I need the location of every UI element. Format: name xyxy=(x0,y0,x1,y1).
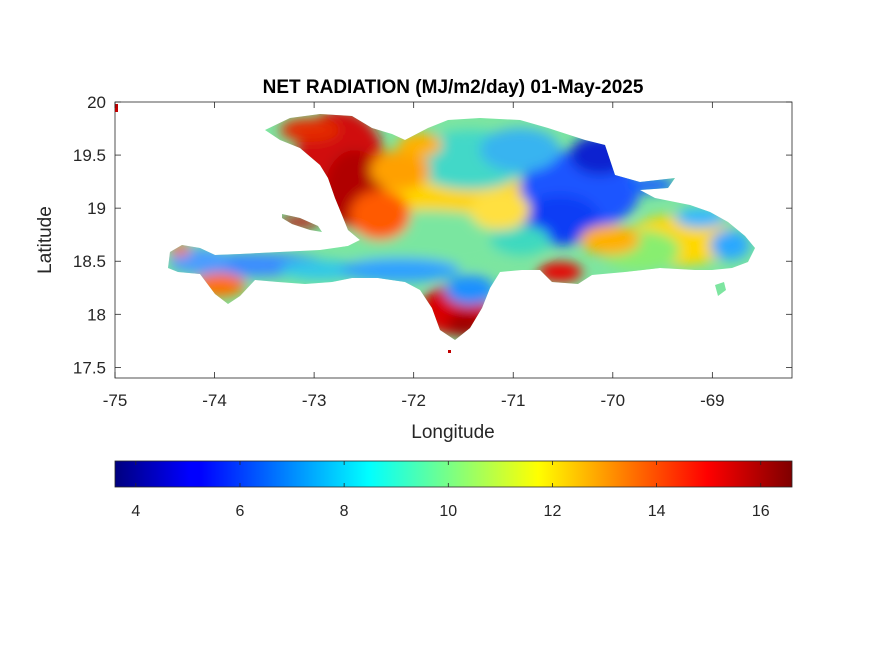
x-axis-label: Longitude xyxy=(411,422,494,443)
colorbar-tick-label: 8 xyxy=(340,503,349,520)
x-tick-label: -74 xyxy=(202,391,227,410)
y-tick-label: 20 xyxy=(87,93,106,112)
colorbar-tick-label: 6 xyxy=(236,503,245,520)
speckle xyxy=(115,104,118,112)
y-tick-label: 18.5 xyxy=(73,252,106,271)
colorbar-tick-label: 10 xyxy=(439,503,457,520)
colorbar xyxy=(114,460,793,488)
colorbar-tick-label: 12 xyxy=(544,503,562,520)
colorbar-ticks: 4 6 8 10 12 14 16 xyxy=(131,461,770,520)
x-tick-label: -72 xyxy=(401,391,426,410)
y-tick-label: 19.5 xyxy=(73,146,106,165)
x-tick-label: -75 xyxy=(103,391,128,410)
y-axis: 17.5 18 18.5 19 19.5 20 xyxy=(73,93,792,377)
speckle xyxy=(448,350,451,353)
x-tick-label: -70 xyxy=(601,391,626,410)
colorbar-tick-label: 16 xyxy=(752,503,770,520)
x-axis: -75 -74 -73 -72 -71 -70 -69 xyxy=(103,102,725,410)
x-tick-label: -73 xyxy=(302,391,327,410)
chart-title: NET RADIATION (MJ/m2/day) 01-May-2025 xyxy=(263,77,644,98)
y-tick-label: 18 xyxy=(87,305,106,324)
y-tick-label: 17.5 xyxy=(73,358,106,377)
x-tick-label: -69 xyxy=(700,391,725,410)
y-tick-label: 19 xyxy=(87,199,106,218)
colorbar-tick-label: 14 xyxy=(648,503,666,520)
y-axis-label: Latitude xyxy=(35,206,56,274)
x-tick-label: -71 xyxy=(501,391,526,410)
colorbar-tick-label: 4 xyxy=(131,503,140,520)
